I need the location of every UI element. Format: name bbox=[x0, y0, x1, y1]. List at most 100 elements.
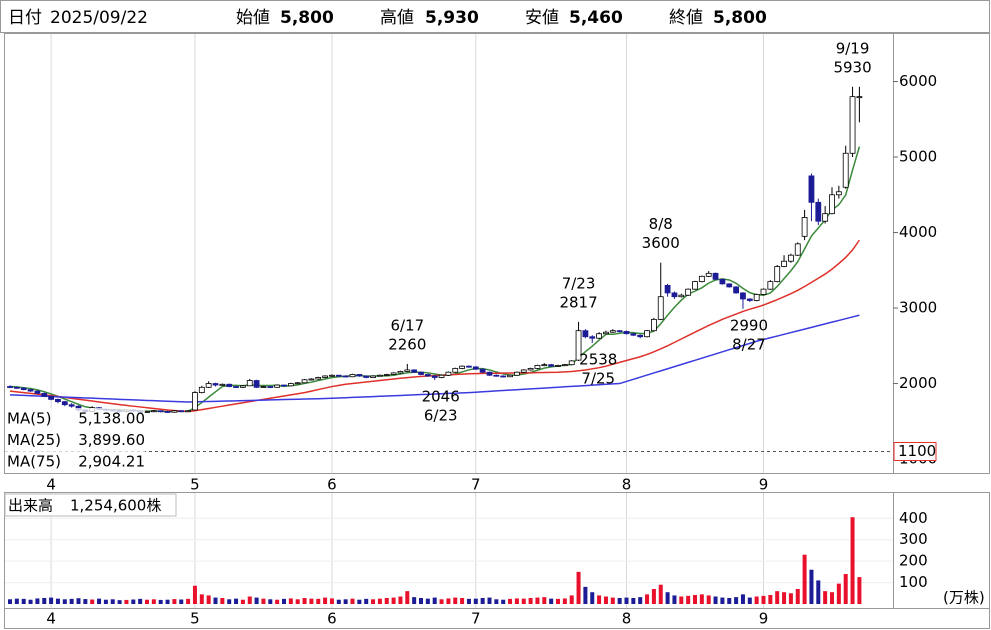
candle-body bbox=[561, 364, 568, 367]
volume-bar bbox=[405, 591, 410, 604]
volume-bar bbox=[843, 574, 848, 604]
volume-bar bbox=[603, 596, 608, 604]
y-tick-label: 3000 bbox=[899, 299, 937, 317]
volume-bar bbox=[316, 598, 321, 604]
volume-bar bbox=[768, 595, 773, 604]
volume-bar bbox=[309, 598, 314, 604]
legend-value: 2,904.21 bbox=[78, 453, 145, 471]
candle-body bbox=[541, 364, 548, 367]
volume-bar bbox=[398, 596, 403, 604]
y-tick-label: 4000 bbox=[899, 223, 937, 241]
candle-body bbox=[424, 374, 431, 377]
volume-bar bbox=[775, 591, 780, 604]
candle-body bbox=[376, 374, 383, 377]
volume-bar bbox=[501, 599, 506, 604]
x-tick-label: 5 bbox=[190, 610, 200, 628]
annotation-value: 2260 bbox=[388, 335, 426, 353]
candle-body bbox=[55, 398, 61, 403]
candle-body bbox=[507, 374, 513, 378]
candle-body bbox=[568, 360, 575, 366]
volume-bar bbox=[480, 598, 485, 604]
volume-bar bbox=[576, 571, 581, 604]
candle-body bbox=[335, 374, 342, 377]
candle-body bbox=[740, 292, 746, 300]
volume-bar bbox=[124, 599, 129, 604]
candle-body bbox=[644, 330, 650, 338]
annotation-date: 6/17 bbox=[390, 316, 424, 334]
candle-body bbox=[48, 395, 54, 400]
volume-bar bbox=[734, 597, 739, 604]
candle-body bbox=[61, 401, 68, 406]
candle-body bbox=[239, 385, 246, 388]
volume-bar bbox=[419, 598, 423, 604]
candle-body bbox=[418, 371, 424, 375]
candle-body bbox=[774, 266, 781, 283]
candle-body bbox=[329, 374, 335, 377]
volume-bar bbox=[549, 598, 554, 604]
volume-bar bbox=[720, 597, 725, 604]
candle-body bbox=[27, 389, 34, 392]
header-value: 5,800 bbox=[713, 8, 767, 28]
candle-body bbox=[7, 386, 13, 388]
volume-bar bbox=[535, 597, 540, 604]
header-box bbox=[0, 0, 990, 33]
x-axis-strip bbox=[4, 608, 990, 629]
legend-name: MA(75) bbox=[7, 453, 61, 471]
x-tick-label: 7 bbox=[471, 610, 481, 628]
candle-body bbox=[630, 333, 637, 336]
volume-bar bbox=[597, 595, 602, 604]
candle-body bbox=[534, 365, 541, 369]
candle-body bbox=[308, 378, 315, 381]
annotation-date: 8/8 bbox=[649, 215, 673, 233]
volume-bar bbox=[275, 599, 280, 604]
candle-body bbox=[212, 383, 219, 386]
annotation-value: 3600 bbox=[642, 234, 680, 252]
candle-body bbox=[349, 374, 356, 378]
volume-bar bbox=[172, 599, 177, 604]
volume-bar bbox=[836, 583, 841, 604]
volume-title-box bbox=[4, 493, 177, 517]
volume-bar bbox=[343, 599, 348, 604]
candle-body bbox=[198, 386, 205, 393]
candle-body bbox=[20, 387, 27, 390]
volume-bar bbox=[617, 598, 622, 604]
volume-bar bbox=[473, 598, 478, 604]
volume-bar bbox=[439, 599, 444, 604]
volume-bar bbox=[49, 597, 54, 604]
volume-bar bbox=[97, 598, 102, 604]
candle-body bbox=[664, 284, 671, 294]
volume-bar bbox=[727, 598, 732, 604]
volume-bar bbox=[329, 598, 334, 604]
volume-bar bbox=[213, 597, 218, 604]
volume-bar bbox=[658, 584, 663, 604]
candle-body bbox=[835, 191, 842, 196]
volume-bar bbox=[336, 599, 341, 604]
volume-bar bbox=[514, 598, 519, 604]
volume-bar bbox=[816, 580, 821, 604]
candle-body bbox=[493, 374, 500, 377]
volume-bar bbox=[651, 589, 656, 604]
volume-bar bbox=[466, 598, 471, 604]
volume-bar bbox=[151, 599, 156, 604]
volume-bar bbox=[14, 598, 19, 604]
legend-box bbox=[5, 408, 145, 473]
y-tick-label: 2000 bbox=[899, 374, 937, 392]
volume-bar bbox=[247, 596, 252, 604]
candle-body bbox=[438, 374, 445, 378]
header-label: 日付 bbox=[8, 8, 42, 28]
candle-body bbox=[815, 201, 822, 222]
candle-body bbox=[746, 298, 753, 301]
candle-body bbox=[322, 375, 329, 378]
header-label: 安値 bbox=[525, 8, 559, 28]
volume-bar bbox=[42, 598, 47, 604]
volume-bar bbox=[377, 598, 382, 604]
legend-name: MA(25) bbox=[7, 431, 61, 449]
volume-bar bbox=[323, 597, 328, 604]
candle-body bbox=[397, 371, 404, 374]
x-tick-label: 9 bbox=[759, 476, 769, 494]
candle-body bbox=[459, 365, 466, 369]
volume-bar bbox=[830, 592, 834, 604]
volume-bar bbox=[494, 599, 499, 604]
candle-body bbox=[246, 380, 253, 387]
volume-bar bbox=[460, 598, 465, 604]
